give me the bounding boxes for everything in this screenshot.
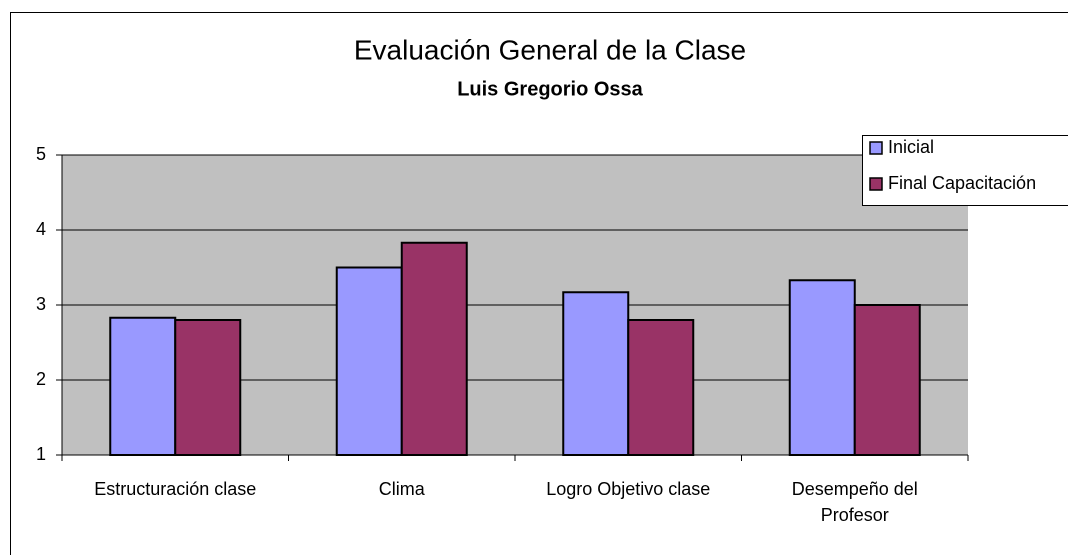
bar [627,319,695,456]
y-tick-label: 5 [36,144,46,164]
chart-title: Evaluación General de la Clase [354,34,746,65]
bar [400,241,468,456]
bar [174,319,242,456]
bar [853,304,921,456]
x-tick-label: Logro Objetivo clase [546,479,711,499]
x-tick-label: Estructuración clase [94,479,257,499]
x-tick-label: Clima [378,479,425,499]
bar [335,266,403,456]
legend-box [862,135,1068,206]
y-tick-label: 4 [36,219,46,239]
y-tick-label: 1 [36,444,46,464]
y-tick-label: 2 [36,369,46,389]
legend-label: Inicial [888,137,934,157]
y-tick-label: 3 [36,294,46,314]
x-tick-label: Desempeño del Profesor [791,479,918,525]
bar [788,279,856,456]
chart-subtitle: Luis Gregorio Ossa [457,78,643,100]
bar [109,316,177,456]
legend-swatch [869,141,883,155]
legend-label: Final Capacitación [888,173,1036,193]
bar [562,291,630,456]
legend-swatch [869,177,883,191]
